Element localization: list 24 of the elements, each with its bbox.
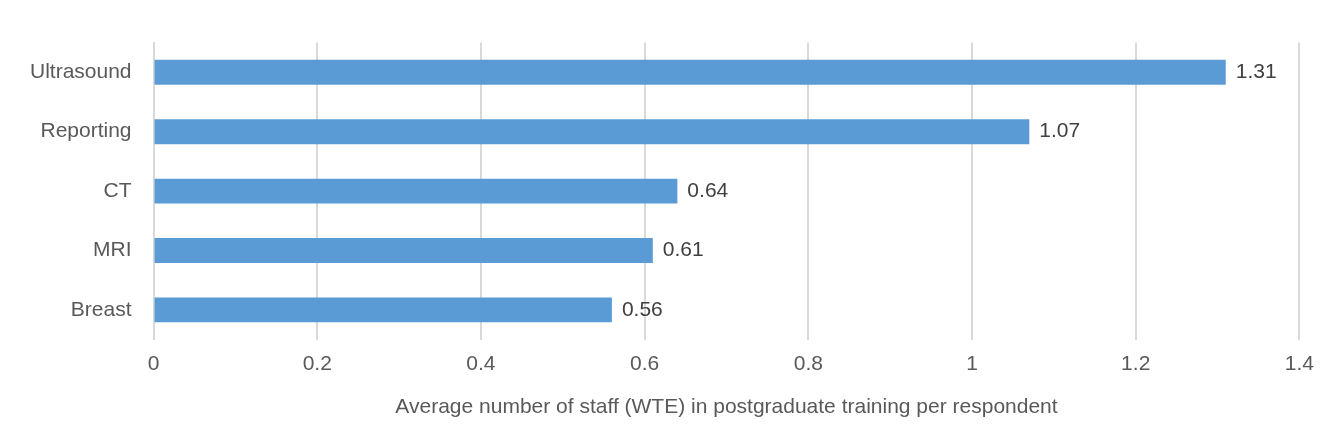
x-tick-label: 0.6 <box>630 351 660 374</box>
x-tick-label: 0 <box>147 351 160 374</box>
data-label: 0.64 <box>687 177 729 201</box>
y-tick-label: Breast <box>70 296 132 320</box>
y-tick-label: Ultrasound <box>29 59 132 83</box>
data-label: 1.31 <box>1235 59 1277 83</box>
data-label: 0.61 <box>662 237 704 261</box>
y-tick-label: Reporting <box>40 118 132 142</box>
data-label: 0.56 <box>621 296 663 320</box>
bar <box>154 238 653 263</box>
x-tick-label: 0.8 <box>793 351 823 374</box>
y-tick-label: MRI <box>93 237 132 261</box>
bar <box>154 297 612 323</box>
x-axis-title: Average number of staff (WTE) in postgraduate training per respondent <box>395 394 1058 418</box>
data-label: 1.07 <box>1039 118 1081 142</box>
x-tick-label: 1.2 <box>1121 351 1151 374</box>
x-tick-label: 1 <box>966 351 978 374</box>
y-tick-label: CT <box>103 177 132 201</box>
x-tick-label: 1.4 <box>1284 351 1315 374</box>
x-tick-label: 0.4 <box>466 351 496 374</box>
x-tick-label: 0.2 <box>302 351 332 374</box>
bar <box>154 178 678 204</box>
bar <box>154 59 1226 85</box>
bar <box>154 119 1030 145</box>
